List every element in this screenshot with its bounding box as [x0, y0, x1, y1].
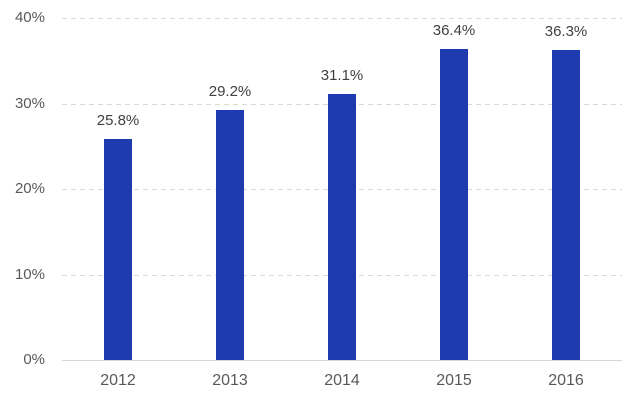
x-tick-label: 2014 — [324, 372, 360, 389]
plot-area: 25.8% 29.2% 31.1% 36.4% 36.3% — [62, 18, 622, 361]
x-tick-label: 2012 — [100, 372, 136, 389]
gridline-40 — [62, 18, 622, 19]
bar-value-label: 36.4% — [432, 21, 476, 39]
x-axis: 2012 2013 2014 2015 2016 — [62, 371, 622, 393]
bar-column-2016: 36.3% — [510, 18, 622, 360]
x-tick-label: 2015 — [436, 372, 472, 389]
bar-value-label: 36.3% — [544, 22, 588, 40]
bar-column-2013: 29.2% — [174, 18, 286, 360]
bar-2016 — [552, 49, 580, 360]
y-tick-label: 0% — [23, 351, 45, 368]
x-tick-label: 2016 — [548, 372, 584, 389]
bar-2015 — [440, 48, 468, 360]
y-tick-label: 10% — [14, 265, 45, 283]
bar-value-label: 25.8% — [96, 112, 140, 130]
bar-2012 — [104, 139, 132, 360]
y-tick-label: 20% — [14, 180, 45, 197]
y-tick-label: 40% — [14, 9, 45, 26]
bar-column-2014: 31.1% — [286, 18, 398, 360]
y-tick-label: 30% — [14, 94, 45, 112]
bar-2014 — [328, 94, 356, 360]
x-tick-label: 2013 — [212, 372, 248, 389]
bar-value-label: 31.1% — [320, 67, 364, 85]
bar-2013 — [216, 110, 244, 360]
y-axis: 0% 10% 20% 30% 40% — [0, 0, 45, 413]
bar-value-label: 29.2% — [208, 83, 252, 101]
bar-column-2012: 25.8% — [62, 18, 174, 360]
bar-column-2015: 36.4% — [398, 18, 510, 360]
